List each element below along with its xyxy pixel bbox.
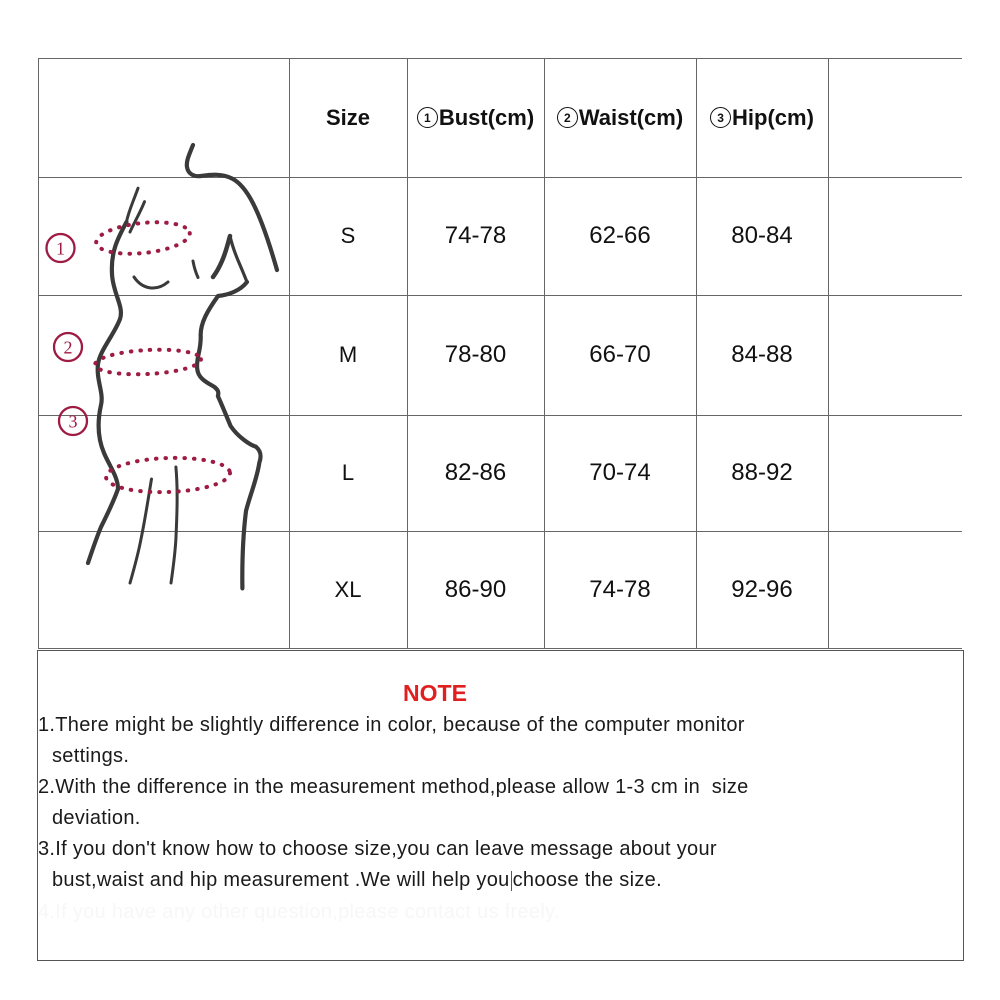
- svg-text:3: 3: [69, 412, 78, 432]
- svg-text:1: 1: [56, 239, 65, 259]
- svg-text:2: 2: [64, 338, 73, 358]
